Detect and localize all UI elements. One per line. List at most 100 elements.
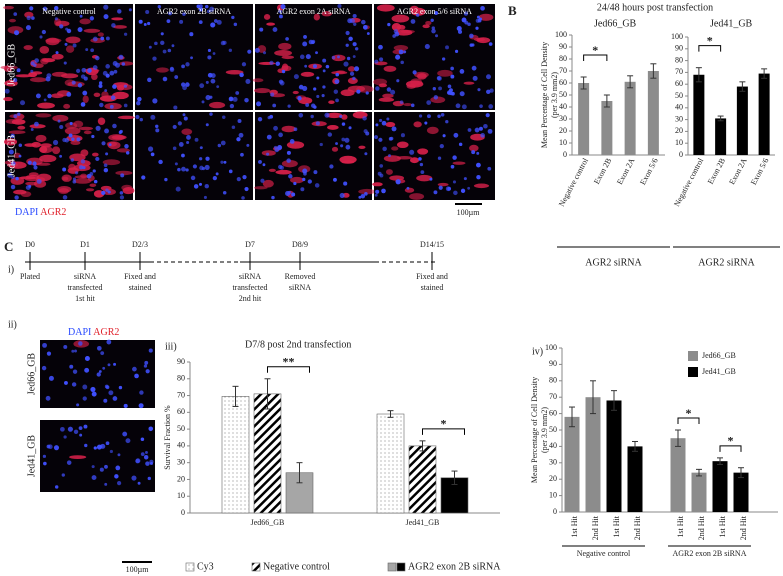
cell-body xyxy=(7,26,24,34)
nucleus xyxy=(139,390,144,395)
cell-body xyxy=(437,69,453,77)
nucleus xyxy=(229,103,235,109)
nucleus xyxy=(319,142,323,147)
y-tick-label: 90 xyxy=(177,357,185,366)
nucleus xyxy=(103,168,109,173)
bar xyxy=(408,445,437,514)
nucleus xyxy=(41,29,47,35)
nucleus xyxy=(483,123,488,129)
day-label: D7 xyxy=(245,240,255,249)
nucleus xyxy=(450,66,454,71)
nucleus xyxy=(69,364,74,369)
nucleus xyxy=(310,40,315,45)
significance-bracket xyxy=(719,445,742,452)
x-tick-label: Jed41_GB xyxy=(406,518,440,527)
x-tick-label: 2nd Hit xyxy=(591,515,600,540)
nucleus xyxy=(169,67,175,73)
cell-body xyxy=(51,93,64,99)
nucleus xyxy=(341,122,346,126)
nucleus xyxy=(95,156,100,162)
y-tick-label: 80 xyxy=(675,55,683,64)
nucleus xyxy=(112,84,117,89)
nucleus xyxy=(67,426,73,432)
nucleus xyxy=(486,89,491,95)
nucleus xyxy=(16,68,21,73)
nucleus xyxy=(419,162,424,167)
nucleus xyxy=(63,344,68,349)
nucleus xyxy=(333,89,339,94)
nucleus xyxy=(143,455,149,460)
scale-label: 100µm xyxy=(457,208,481,217)
cell-body xyxy=(263,14,271,20)
nucleus xyxy=(239,72,244,78)
nucleus xyxy=(145,451,148,454)
nucleus xyxy=(469,33,474,39)
nucleus xyxy=(168,11,172,16)
nucleus xyxy=(334,79,340,84)
micrograph xyxy=(40,420,155,492)
bar xyxy=(564,416,580,512)
nucleus xyxy=(263,51,267,55)
nucleus xyxy=(232,96,238,102)
nucleus xyxy=(348,126,352,130)
nucleus xyxy=(352,42,357,47)
nucleus xyxy=(154,41,158,46)
event-label: Fixed and xyxy=(124,272,156,281)
nucleus xyxy=(352,55,356,59)
nucleus xyxy=(109,70,115,76)
nucleus xyxy=(315,121,320,126)
cell-body xyxy=(83,130,92,135)
nucleus xyxy=(439,143,444,149)
nucleus xyxy=(10,175,15,180)
cell-body xyxy=(298,97,313,105)
nucleus xyxy=(181,64,185,69)
nucleus xyxy=(272,103,277,108)
nucleus xyxy=(231,125,236,129)
cell-body xyxy=(321,11,332,17)
nucleus xyxy=(102,366,106,370)
nucleus xyxy=(174,162,178,166)
nucleus xyxy=(198,7,203,12)
y-tick-label: 70 xyxy=(559,66,567,75)
cell-body xyxy=(78,126,94,131)
nucleus xyxy=(362,116,367,121)
nucleus xyxy=(275,61,281,66)
legend-label: AGR2 exon 2B siRNA xyxy=(408,561,501,572)
nucleus xyxy=(25,25,31,31)
cell-body xyxy=(281,65,292,72)
nucleus xyxy=(260,178,265,183)
nucleus xyxy=(101,141,106,146)
nucleus xyxy=(72,179,77,184)
y-tick-label: 80 xyxy=(177,374,185,383)
nucleus xyxy=(288,174,293,179)
nucleus xyxy=(64,380,68,385)
x-tick-label: 2nd Hit xyxy=(739,515,748,540)
nucleus xyxy=(64,42,68,46)
significance-bracket xyxy=(422,428,465,435)
nucleus xyxy=(155,128,160,133)
nucleus xyxy=(80,159,86,164)
nucleus xyxy=(386,87,392,92)
nucleus xyxy=(178,141,184,147)
nucleus xyxy=(410,19,416,24)
x-tick-label: 1st Hit xyxy=(570,515,579,537)
cell-body xyxy=(39,146,48,154)
nucleus xyxy=(111,23,116,28)
nucleus xyxy=(104,128,109,134)
cell-body xyxy=(97,32,104,37)
nucleus xyxy=(115,465,121,471)
nucleus xyxy=(378,44,383,50)
nucleus xyxy=(440,112,445,117)
nucleus xyxy=(175,186,181,192)
cell-body xyxy=(405,80,424,88)
nucleus xyxy=(150,114,156,120)
nucleus xyxy=(304,64,308,68)
nucleus xyxy=(449,91,454,96)
nucleus xyxy=(322,58,327,63)
nucleus xyxy=(179,19,184,24)
event-label: siRNA xyxy=(289,283,311,292)
cell-body xyxy=(3,97,13,102)
nucleus xyxy=(333,177,337,182)
nucleus xyxy=(125,151,130,155)
cell-body xyxy=(25,177,41,182)
